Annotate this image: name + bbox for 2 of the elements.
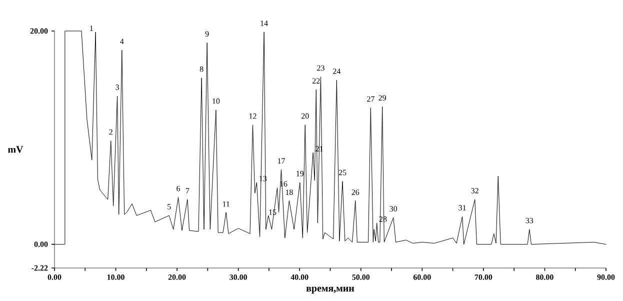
y-axis-title: mV [8,146,24,153]
x-axis-title: время,мин [306,286,354,294]
